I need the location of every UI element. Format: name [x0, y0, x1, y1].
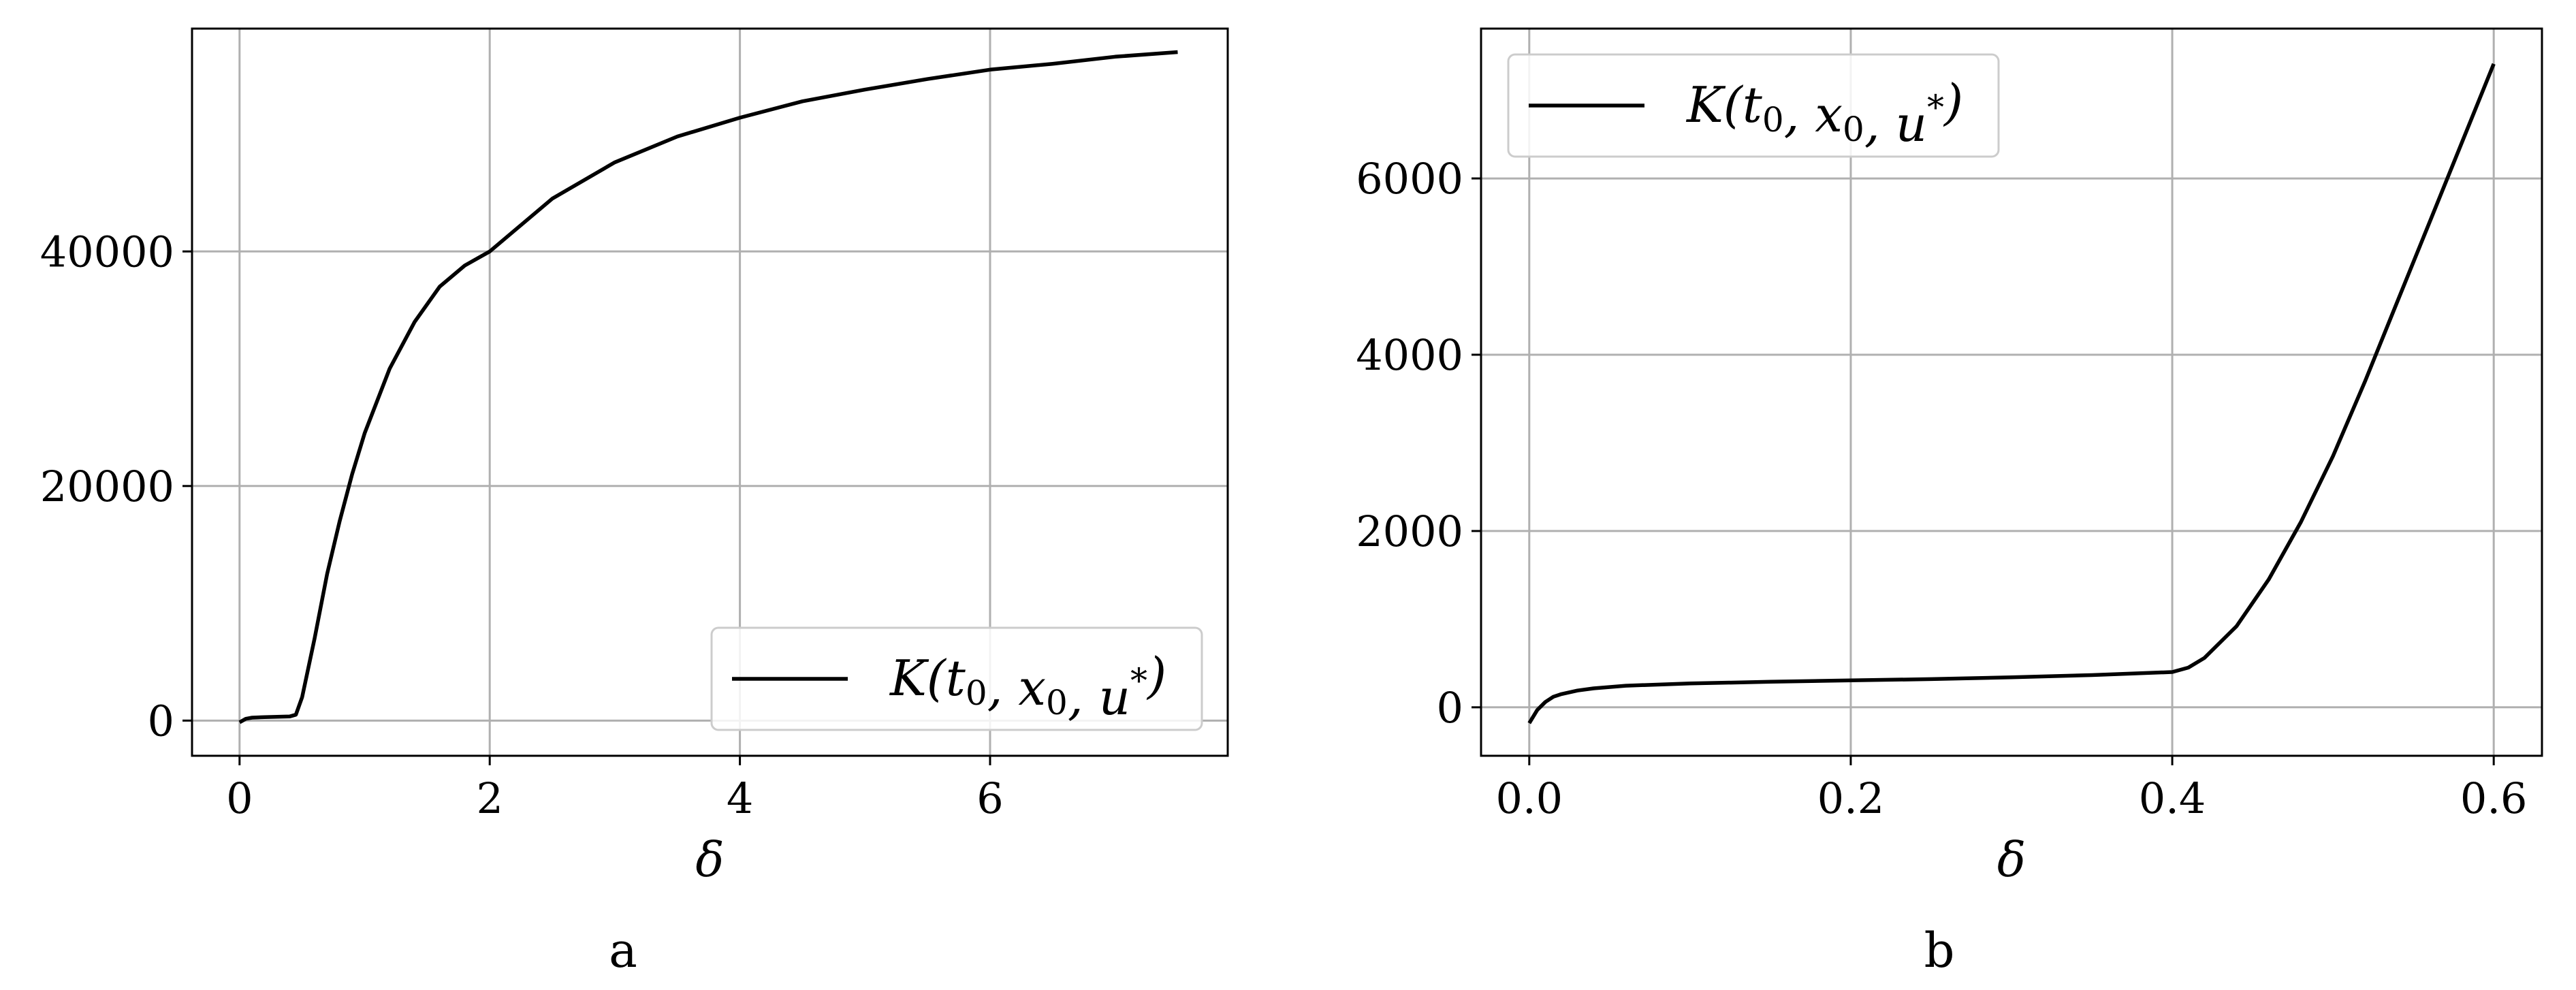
x-tick-label: 0.2	[1817, 773, 1885, 823]
x-tick-label: 0.4	[2139, 773, 2206, 823]
legend-label: K(t0, x0, u*)	[1685, 74, 1963, 153]
y-tick-label: 40000	[40, 227, 174, 276]
y-tick-label: 4000	[1356, 330, 1463, 380]
panel-a-chart: 0 2 4 6 0 20000 40000 δ a K(t0, x0, u*)	[40, 27, 1229, 978]
x-tick-label: 0.0	[1496, 773, 1563, 823]
plot-frame	[1480, 27, 2543, 757]
x-tick-label: 4	[727, 773, 753, 823]
x-axis-label: δ	[695, 832, 724, 888]
series-line	[1527, 63, 2496, 724]
panel-label: a	[609, 923, 637, 978]
legend-label: K(t0, x0, u*)	[889, 647, 1166, 726]
legend: K(t0, x0, u*)	[710, 626, 1203, 731]
legend-box	[1507, 53, 2000, 158]
panel-b-chart: 0.0 0.2 0.4 0.6 0 2000 4000 6000 δb K(t0, x0, u*)	[1356, 27, 2543, 978]
panel-label: b	[1924, 923, 1955, 978]
legend-box	[710, 626, 1203, 731]
x-tick-label: 6	[976, 773, 1003, 823]
y-tick-label: 2000	[1356, 507, 1463, 556]
legend: K(t0, x0, u*)	[1507, 53, 2000, 158]
y-tick-label: 6000	[1356, 154, 1463, 204]
x-axis-label: δ	[1997, 832, 2026, 888]
y-tick-label: 20000	[40, 462, 174, 511]
x-tick-label: 0.6	[2460, 773, 2528, 823]
y-tick-label: 0	[1437, 683, 1463, 733]
plot-frame	[191, 27, 1229, 757]
series-line	[238, 50, 1178, 724]
x-tick-label: 0	[226, 773, 253, 823]
y-tick-label: 0	[148, 696, 174, 746]
x-tick-label: 2	[476, 773, 503, 823]
